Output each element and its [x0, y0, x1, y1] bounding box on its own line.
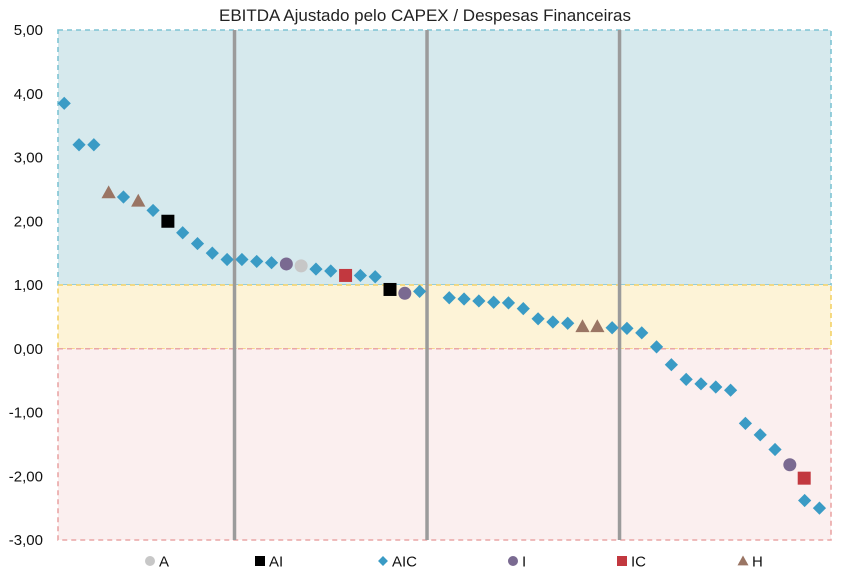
- band-1: [57, 284, 832, 350]
- band-2: [57, 347, 832, 541]
- point-aic: [250, 254, 264, 269]
- point-aic: [87, 138, 101, 152]
- point-aic: [368, 270, 382, 284]
- point-aic: [324, 264, 338, 278]
- y-tick-label: 1,00: [14, 277, 43, 294]
- y-tick-label: -2,00: [9, 468, 43, 485]
- point-h: [131, 193, 146, 207]
- chart-title: EBITDA Ajustado pelo CAPEX / Despesas Fi…: [219, 6, 631, 25]
- point-aic: [309, 262, 323, 276]
- legend-marker-aic: [378, 556, 388, 566]
- point-aic: [264, 256, 279, 270]
- point-i: [783, 458, 797, 472]
- legend-marker-ai: [255, 556, 265, 566]
- legend-marker-i: [508, 556, 518, 566]
- point-aic: [798, 493, 812, 508]
- point-aic: [190, 236, 205, 251]
- point-aic: [116, 190, 131, 204]
- point-aic: [176, 226, 190, 240]
- point-aic: [620, 321, 634, 335]
- point-aic: [205, 246, 219, 260]
- point-h: [590, 319, 605, 333]
- point-aic: [694, 377, 708, 391]
- point-ai: [383, 282, 397, 296]
- point-aic: [709, 380, 723, 394]
- background-bands: [57, 29, 832, 541]
- point-aic: [146, 203, 160, 218]
- y-tick-label: -1,00: [9, 405, 43, 422]
- point-aic: [57, 96, 71, 110]
- legend-label-i: I: [522, 554, 526, 571]
- point-aic: [353, 268, 367, 283]
- y-tick-label: 5,00: [14, 22, 43, 39]
- y-tick-label: 0,00: [14, 341, 43, 358]
- point-aic: [723, 383, 738, 397]
- y-tick-label: 3,00: [14, 150, 43, 167]
- legend-label-a: A: [159, 554, 169, 571]
- point-aic: [635, 326, 649, 340]
- point-aic: [605, 321, 619, 335]
- y-tick-label: -3,00: [9, 532, 43, 549]
- point-ic: [797, 471, 811, 485]
- point-aic: [235, 252, 249, 267]
- point-aic: [768, 442, 782, 457]
- legend-marker-ic: [617, 556, 627, 566]
- point-i: [279, 257, 293, 271]
- point-aic: [457, 292, 471, 306]
- point-ai: [161, 214, 175, 228]
- point-h: [101, 185, 116, 199]
- point-aic: [487, 295, 501, 309]
- point-h: [575, 319, 590, 333]
- legend-label-ai: AI: [269, 554, 283, 571]
- point-i: [398, 286, 412, 300]
- band-0: [57, 29, 832, 286]
- point-aic: [531, 312, 545, 326]
- point-aic: [664, 358, 678, 372]
- point-ic: [339, 268, 353, 282]
- y-tick-label: 4,00: [14, 86, 43, 103]
- category-separators: [232, 30, 622, 540]
- point-aic: [442, 291, 456, 305]
- point-aic: [220, 252, 234, 267]
- legend-marker-a: [145, 556, 155, 566]
- data-points: [57, 96, 827, 515]
- point-aic: [472, 294, 486, 308]
- point-a: [294, 259, 308, 273]
- legend-label-aic: AIC: [392, 554, 417, 571]
- point-aic: [72, 138, 86, 152]
- point-aic: [516, 301, 530, 316]
- legend: A AI AIC I IC H: [145, 554, 763, 571]
- point-aic: [561, 316, 575, 330]
- point-aic: [501, 296, 516, 310]
- legend-label-h: H: [752, 554, 763, 571]
- legend-label-ic: IC: [631, 554, 646, 571]
- point-aic: [753, 428, 767, 442]
- point-aic: [679, 372, 693, 386]
- legend-marker-h: [737, 555, 749, 566]
- point-aic: [546, 315, 560, 329]
- point-aic: [738, 416, 753, 430]
- y-axis: 5,00 4,00 3,00 2,00 1,00 0,00 -1,00 -2,00 -3,00: [9, 22, 43, 549]
- point-aic: [649, 340, 664, 354]
- y-tick-label: 2,00: [14, 213, 43, 230]
- point-aic: [413, 284, 427, 298]
- point-aic: [812, 501, 827, 515]
